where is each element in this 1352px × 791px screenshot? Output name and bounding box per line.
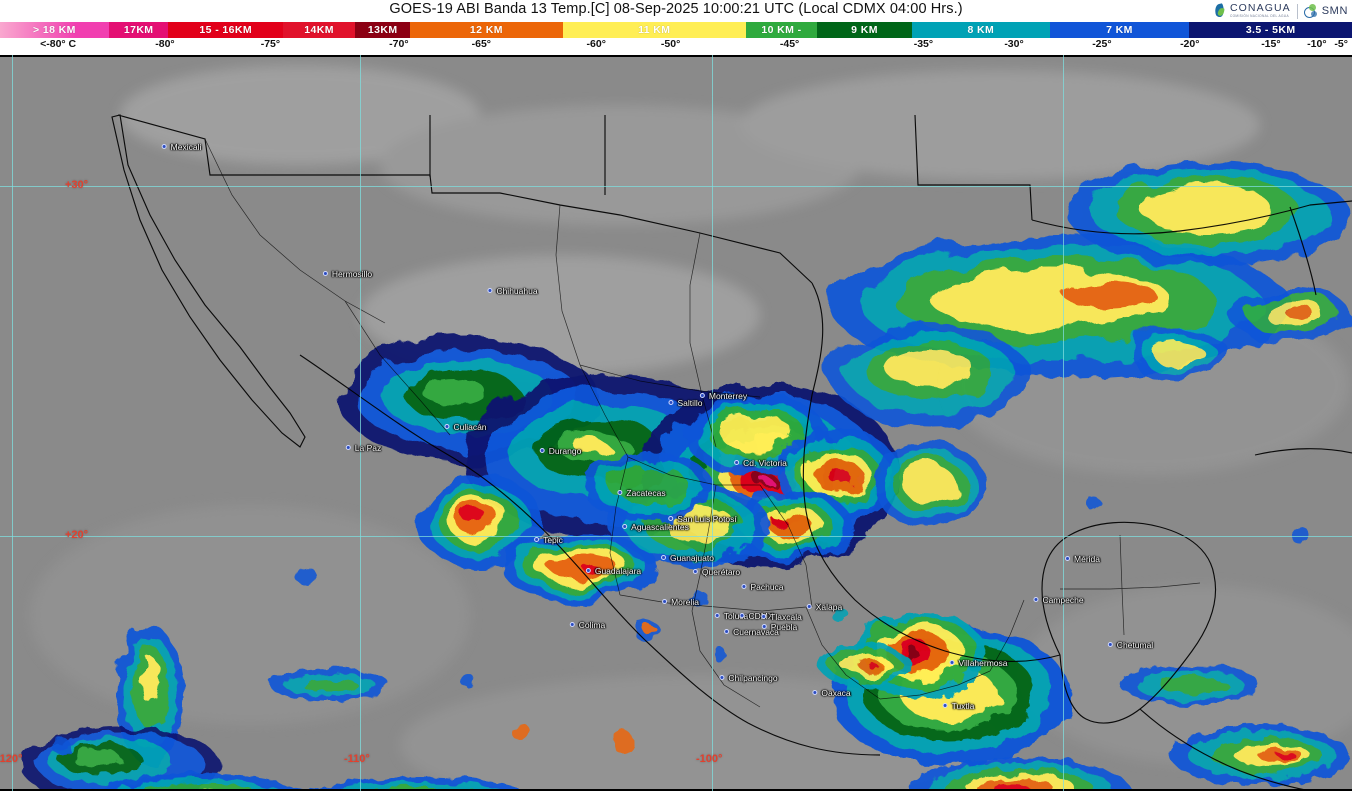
- scale-tick-8: -35°: [913, 38, 934, 50]
- scale-band-7: 10 KM -: [745, 22, 817, 38]
- smn-label: SMN: [1321, 5, 1348, 17]
- page-title: GOES-19 ABI Banda 13 Temp.[C] 08-Sep-202…: [389, 1, 963, 17]
- smn-logo: SMN: [1303, 3, 1348, 19]
- scale-band-8: 9 KM: [816, 22, 913, 38]
- scale-tick-11: -20°: [1180, 38, 1200, 50]
- scale-band-5: 12 KM: [410, 22, 563, 38]
- scale-tick-2: -75°: [260, 38, 281, 50]
- scale-band-2: 15 - 16KM: [168, 22, 284, 38]
- longitude-label-0: -120°: [0, 753, 23, 765]
- color-scale-ticks: <-80° C -80° -75° -70° -65° -60° -50° -45° -35° -…: [0, 38, 1352, 54]
- scale-tick-14: -5°: [1334, 38, 1348, 50]
- latitude-label-0: +30°: [65, 179, 89, 191]
- scale-tick-5: -60°: [586, 38, 606, 50]
- latitude-gridline-1: [0, 536, 1352, 537]
- scale-band-9: 8 KM: [912, 22, 1050, 38]
- ir-cloud-imagery: [0, 55, 1352, 791]
- swirl-icon: [1303, 3, 1319, 19]
- longitude-label-1: -110°: [344, 753, 370, 765]
- longitude-label-2: -100°: [696, 753, 723, 765]
- scale-tick-0: <-80° C: [40, 38, 77, 50]
- scale-tick-1: -80°: [155, 38, 175, 50]
- logo-divider: [1296, 3, 1298, 19]
- scale-band-11: 3.5 - 5KM: [1189, 22, 1352, 38]
- header-bar: GOES-19 ABI Banda 13 Temp.[C] 08-Sep-202…: [0, 0, 1352, 22]
- satellite-map[interactable]: +30°+20°-120°-110°-100°MexicaliHermosill…: [0, 55, 1352, 791]
- longitude-gridline-3: [1063, 55, 1064, 791]
- scale-band-0: > 18 KM: [0, 22, 109, 38]
- longitude-gridline-1: [360, 55, 361, 791]
- scale-band-10: 7 KM: [1049, 22, 1190, 38]
- latitude-gridline-0: [0, 186, 1352, 187]
- scale-tick-4: -65°: [471, 38, 491, 50]
- longitude-gridline-2: [712, 55, 713, 791]
- longitude-gridline-0: [12, 55, 13, 791]
- water-drop-icon: [1214, 4, 1227, 19]
- scale-band-3: 14KM: [283, 22, 356, 38]
- scale-tick-3: -70°: [389, 38, 409, 50]
- scale-band-4: 13KM: [355, 22, 411, 38]
- scale-tick-12: -15°: [1261, 38, 1281, 50]
- color-scale-bar: > 18 KM 17KM 15 - 16KM 14KM 13KM 12 KM 11 KM 10…: [0, 22, 1352, 38]
- latitude-label-1: +20°: [65, 529, 89, 541]
- logo-group: CONAGUA COMISIÓN NACIONAL DEL AGUA SMN: [1214, 1, 1348, 21]
- conagua-logo: CONAGUA COMISIÓN NACIONAL DEL AGUA: [1214, 3, 1291, 18]
- scale-band-1: 17KM: [108, 22, 169, 38]
- conagua-label: CONAGUA: [1229, 2, 1291, 15]
- scale-tick-9: -30°: [1004, 38, 1024, 50]
- scale-tick-10: -25°: [1092, 38, 1112, 50]
- scale-tick-13: -10°: [1307, 38, 1327, 50]
- scale-tick-7: -45°: [779, 38, 800, 50]
- conagua-subtitle: COMISIÓN NACIONAL DEL AGUA: [1229, 14, 1289, 19]
- scale-tick-6: -50°: [660, 38, 681, 50]
- scale-band-6: 11 KM: [562, 22, 746, 38]
